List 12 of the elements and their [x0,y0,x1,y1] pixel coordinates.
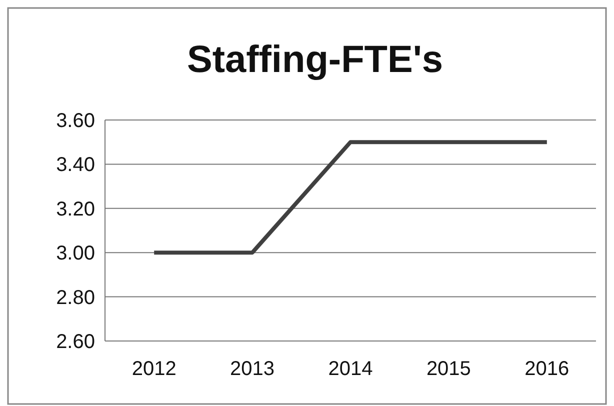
y-tick-label: 3.00 [56,242,95,265]
x-tick-label: 2012 [132,358,176,380]
x-tick-label: 2015 [426,358,471,380]
y-tick-label: 3.60 [56,110,95,132]
y-tick-label: 2.60 [56,331,95,353]
chart-title: Staffing-FTE's [186,39,444,81]
y-tick-label: 2.80 [56,286,95,309]
y-tick-label: 3.40 [56,154,95,176]
x-tick-label: 2014 [328,358,373,380]
x-tick-label: 2016 [524,358,570,380]
y-tick-label: 3.20 [56,198,95,220]
x-tick-label: 2013 [230,358,275,380]
